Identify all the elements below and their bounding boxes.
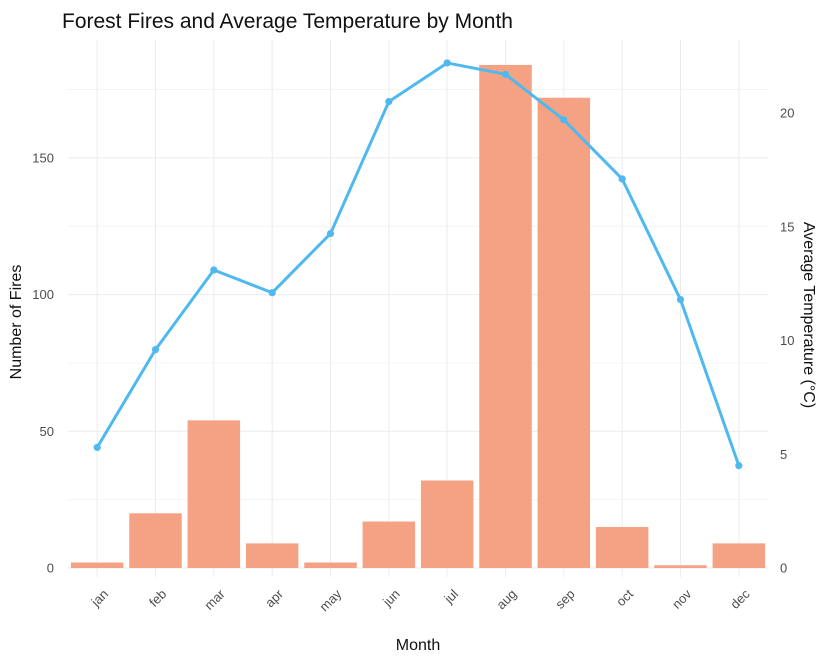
x-tick-label: dec <box>727 586 753 612</box>
temperature-point-dec <box>735 462 743 470</box>
x-axis-ticks: jan feb mar apr may jun jul aug sep oct nov dec <box>87 586 753 614</box>
y-tick-label-left: 150 <box>32 150 54 165</box>
bar-nov <box>654 565 707 568</box>
temperature-point-jan <box>93 443 101 452</box>
temperature-point-oct <box>618 175 626 183</box>
y-axis-left-ticks: 0 50 100 150 <box>32 150 54 575</box>
x-tick-label: jan <box>87 586 111 610</box>
chart-title: Forest Fires and Average Temperature by … <box>62 10 513 33</box>
y-tick-label-right: 15 <box>780 219 794 234</box>
bar-jun <box>362 521 416 568</box>
temperature-point-nov <box>676 295 685 304</box>
temperature-point-apr <box>268 289 276 297</box>
bar-jan <box>70 562 124 568</box>
temperature-point-may <box>326 229 335 238</box>
x-tick-label: jul <box>441 586 462 607</box>
y-tick-label-right: 20 <box>780 106 794 121</box>
y-tick-label-left: 0 <box>47 561 54 576</box>
x-tick-label: oct <box>613 586 636 609</box>
temperature-line-path <box>95 61 741 468</box>
temperature-point-jul <box>443 59 451 67</box>
temperature-point-feb <box>151 346 160 354</box>
x-tick-label: apr <box>262 586 286 610</box>
bar-dec <box>712 543 766 568</box>
x-tick-label: sep <box>552 586 577 611</box>
temperature-point-mar <box>210 266 218 274</box>
temperature-point-sep <box>560 116 568 124</box>
x-tick-label: may <box>316 586 344 614</box>
bars <box>70 64 766 568</box>
bar-apr <box>245 543 299 568</box>
x-tick-label: jun <box>379 586 403 610</box>
x-tick-label: feb <box>146 586 169 609</box>
y-tick-label-left: 100 <box>32 287 54 302</box>
x-tick-label: aug <box>493 586 519 612</box>
y-tick-label-right: 0 <box>780 561 787 576</box>
y-axis-right-title: Average Temperature (°C) <box>800 222 817 408</box>
bar-feb <box>129 513 182 568</box>
y-axis-left-title: Number of Fires <box>8 265 25 380</box>
bar-aug <box>479 64 532 568</box>
temperature-point-jun <box>385 98 393 106</box>
bar-oct <box>595 526 649 568</box>
y-tick-label-right: 10 <box>780 333 794 348</box>
x-tick-label: mar <box>201 586 228 613</box>
x-axis-title: Month <box>396 637 440 654</box>
bar-may <box>304 562 357 568</box>
bar-jul <box>420 480 474 568</box>
x-tick-label: nov <box>669 586 695 612</box>
y-axis-right-ticks: 0 5 10 15 20 <box>780 106 794 576</box>
temperature-line <box>93 59 743 470</box>
grid <box>68 40 768 577</box>
temperature-point-aug <box>501 70 510 78</box>
bar-mar <box>187 420 241 568</box>
y-tick-label-right: 5 <box>780 447 787 462</box>
y-tick-label-left: 50 <box>40 424 54 439</box>
bar-sep <box>537 97 591 568</box>
